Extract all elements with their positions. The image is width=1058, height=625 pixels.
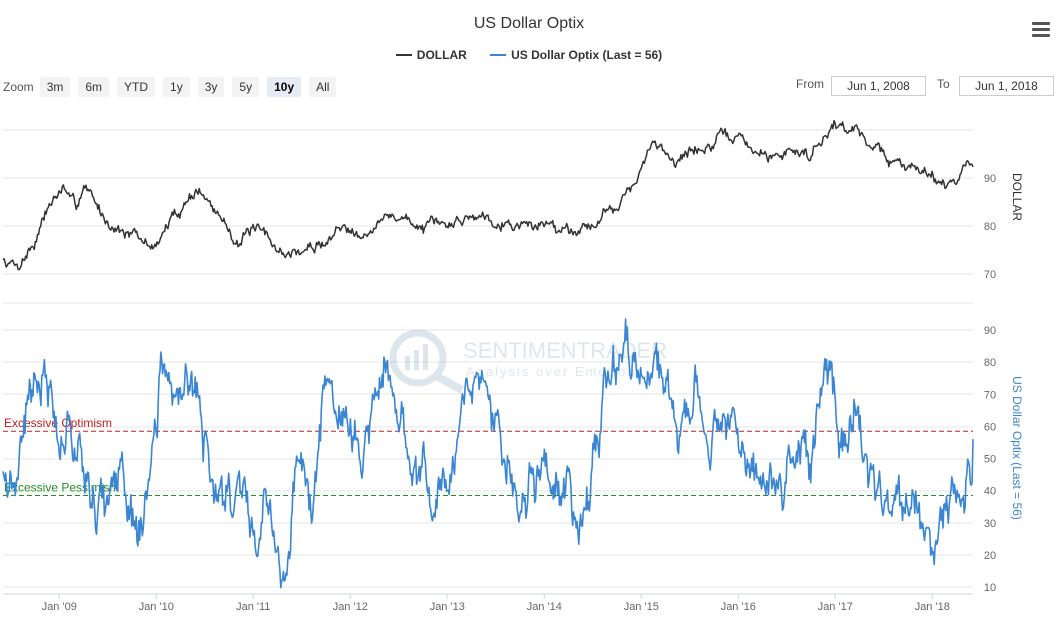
legend-item-optix[interactable]: US Dollar Optix (Last = 56) [490, 48, 662, 62]
x-tick-label: Jan '14 [527, 601, 562, 613]
optix-series-line [2, 318, 974, 589]
x-tick-label: Jan '13 [430, 601, 465, 613]
watermark-logo-icon [389, 329, 447, 387]
optix-tick-label: 60 [984, 421, 996, 433]
watermark-logo-handle [434, 372, 464, 394]
dollar-tick-label: 80 [984, 221, 996, 233]
zoom-button-1y[interactable]: 1y [163, 77, 190, 97]
x-tick-label: Jan '12 [333, 601, 368, 613]
dollar-y-axis: 70 80 90 [984, 173, 996, 281]
chart-title: US Dollar Optix [473, 15, 585, 32]
x-tick-label: Jan '16 [721, 601, 756, 613]
legend-swatch-dollar [395, 54, 412, 56]
dollar-tick-label: 70 [984, 269, 996, 281]
from-label: From [796, 77, 824, 91]
zoom-button-3m[interactable]: 3m [39, 77, 71, 97]
from-date-input[interactable] [831, 76, 926, 96]
optix-axis-title: US Dollar Optix (Last = 56) [1010, 376, 1024, 520]
x-tick-label: Jan '17 [818, 601, 853, 613]
optix-y-axis: 10 20 30 40 50 60 70 80 90 [984, 325, 996, 594]
optix-tick-label: 50 [984, 454, 996, 466]
x-tick-label: Jan '18 [915, 601, 950, 613]
zoom-button-5y[interactable]: 5y [232, 77, 260, 97]
zoom-button-3y[interactable]: 3y [197, 77, 225, 97]
watermark-logo-bar [414, 350, 419, 370]
legend-swatch-optix [490, 54, 507, 56]
watermark-brand: SENTIMENTRADER [463, 338, 667, 363]
to-date-input[interactable] [959, 76, 1054, 96]
optimism-threshold-label: Excessive Optimism [4, 416, 112, 430]
optix-tick-label: 90 [984, 325, 996, 337]
legend-label-dollar: DOLLAR [416, 48, 467, 62]
optix-tick-label: 10 [984, 582, 996, 594]
zoom-button-all[interactable]: All [309, 77, 337, 97]
zoom-button-ytd[interactable]: YTD [117, 77, 156, 97]
dollar-axis-title: DOLLAR [1010, 173, 1024, 221]
optix-tick-label: 80 [984, 357, 996, 369]
optix-tick-label: 40 [984, 486, 996, 498]
optix-tick-label: 70 [984, 389, 996, 401]
legend-item-dollar[interactable]: DOLLAR [395, 48, 467, 62]
watermark-logo-bar [405, 356, 410, 370]
x-axis: Jan '09 Jan '10 Jan '11 Jan '12 Jan '13 Jan '… [42, 594, 950, 613]
zoom-button-10y[interactable]: 10y [267, 77, 302, 97]
watermark-tagline: Analysis over Emotion [466, 364, 637, 379]
to-label: To [937, 77, 950, 91]
optix-tick-label: 20 [984, 550, 996, 562]
x-tick-label: Jan '10 [139, 601, 174, 613]
legend-label-optix: US Dollar Optix (Last = 56) [511, 48, 663, 62]
pessimism-threshold-label: Excessive Pessimism [4, 480, 119, 494]
legend: DOLLAR US Dollar Optix (Last = 56) [0, 45, 1058, 62]
watermark-logo-bar [423, 344, 428, 370]
dollar-tick-label: 90 [984, 173, 996, 185]
zoom-toolbar: Zoom 3m 6m YTD 1y 3y 5y 10y All [3, 77, 344, 97]
optix-tick-label: 30 [984, 518, 996, 530]
x-tick-label: Jan '09 [42, 601, 77, 613]
grid-lines [3, 129, 973, 595]
zoom-button-6m[interactable]: 6m [78, 77, 110, 97]
x-tick-label: Jan '11 [236, 601, 270, 613]
zoom-label: Zoom [3, 80, 34, 94]
threshold-lines: Excessive Optimism Excessive Pessimism [3, 416, 973, 496]
hamburger-menu-icon[interactable] [1032, 22, 1050, 38]
x-tick-label: Jan '15 [624, 601, 659, 613]
dollar-series-line [2, 119, 974, 271]
